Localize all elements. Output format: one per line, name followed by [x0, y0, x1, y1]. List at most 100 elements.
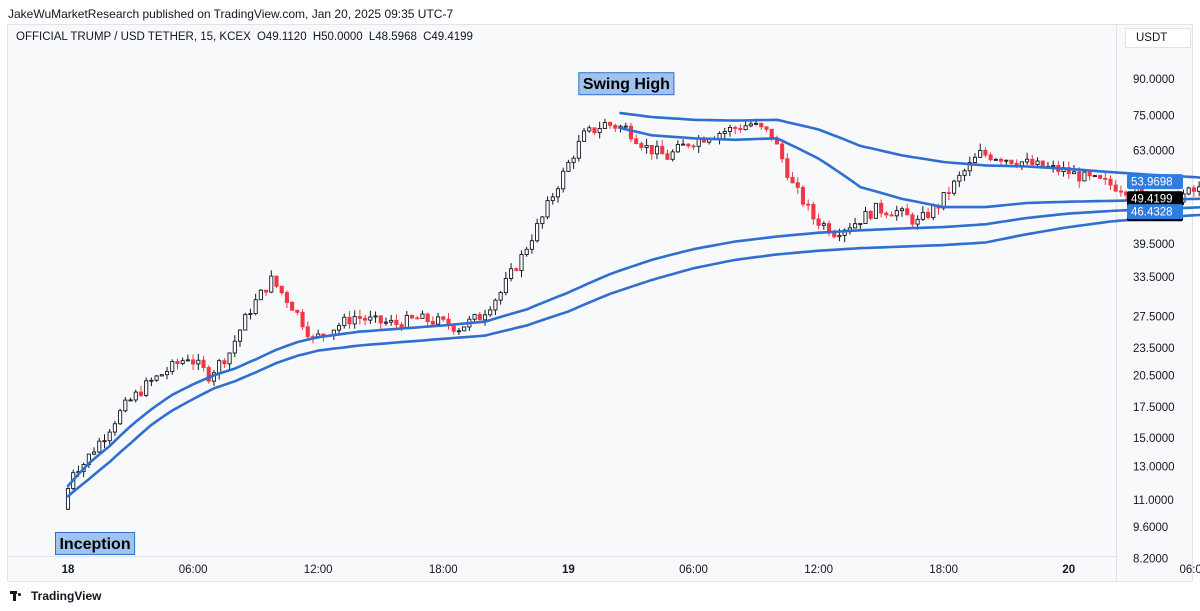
candle-down [1087, 171, 1092, 177]
candle-down [274, 275, 279, 287]
candle-up [352, 316, 357, 325]
candle-up [128, 399, 133, 402]
x-tick-label: 18:00 [929, 564, 958, 576]
y-tick-label: 20.5000 [1133, 370, 1175, 382]
candle-down [1118, 190, 1123, 193]
candle-up [967, 162, 972, 172]
candle-down [613, 124, 618, 129]
candle-down [175, 361, 180, 364]
symbol-legend: OFFICIAL TRUMP / USD TETHER, 15, KCEX O4… [16, 31, 476, 43]
candle-up [670, 151, 675, 160]
candle-up [519, 254, 524, 271]
candle-down [634, 138, 639, 145]
candle-up [1197, 186, 1200, 192]
candle-up [571, 157, 576, 163]
candle-up [1092, 175, 1097, 178]
candle-down [477, 314, 482, 321]
candle-up [404, 315, 409, 329]
candle-down [1030, 158, 1035, 166]
candle-down [879, 202, 884, 214]
candle-down [430, 321, 435, 325]
candle-down [1103, 177, 1108, 180]
candle-up [972, 156, 978, 163]
publish-line: JakeWuMarketResearch published on Tradin… [8, 7, 454, 21]
candle-down [790, 176, 795, 184]
candle-down [305, 326, 310, 338]
candle-up [253, 299, 258, 315]
candle-down [665, 153, 670, 160]
candle-up [952, 180, 957, 194]
candle-down [1108, 178, 1113, 186]
y-tick-label: 39.5000 [1133, 239, 1175, 251]
y-tick-label: 63.0000 [1133, 146, 1175, 158]
candle-down [926, 211, 931, 218]
candle-down [811, 203, 816, 220]
candle-up [837, 234, 842, 238]
candle-up [555, 188, 561, 198]
candle-up [493, 299, 498, 311]
candle-up [389, 319, 394, 323]
vwap-band-lower [619, 126, 1200, 209]
vwap-band-upper [66, 205, 1200, 488]
legend-close: C49.4199 [423, 31, 473, 43]
candle-up [681, 143, 686, 146]
candle-down [738, 128, 743, 131]
candle-up [237, 329, 243, 342]
x-tick-label: 12:00 [804, 564, 833, 576]
y-tick-label: 9.6000 [1133, 522, 1168, 534]
price-tag [1127, 174, 1183, 190]
candle-up [550, 196, 555, 202]
candle-up [133, 391, 138, 401]
candle-down [884, 212, 889, 216]
candle-up [540, 216, 545, 225]
candle-down [1191, 187, 1196, 192]
candle-up [873, 202, 878, 219]
candle-up [185, 359, 190, 362]
candle-up [420, 313, 425, 319]
candle-up [858, 223, 863, 225]
candle-up [227, 352, 232, 365]
y-tick-label: 27.5000 [1133, 312, 1175, 324]
currency-button[interactable]: USDT [1125, 28, 1191, 48]
candle-up [1004, 159, 1009, 162]
candle-up [1071, 171, 1077, 175]
candle-down [816, 218, 821, 226]
candle-up [727, 127, 733, 132]
candle-up [675, 144, 680, 153]
candle-up [373, 315, 378, 318]
y-tick-label: 8.2000 [1133, 554, 1168, 566]
x-tick-label: 20 [1062, 564, 1075, 576]
candle-up [144, 380, 149, 396]
price-tag-label: 53.9698 [1131, 177, 1173, 189]
candle-up [535, 223, 540, 242]
candle-up [821, 223, 826, 226]
candle-down [1098, 175, 1103, 179]
candle-down [780, 143, 785, 160]
candle-down [628, 125, 633, 140]
candle-up [97, 440, 102, 453]
candle-up [232, 340, 237, 354]
candle-down [441, 316, 446, 320]
candle-down [983, 149, 988, 156]
candle-up [123, 399, 128, 412]
candle-down [592, 127, 597, 134]
annotation-box [578, 72, 675, 96]
candle-down [946, 192, 951, 194]
legend-symbol: OFFICIAL TRUMP / USD TETHER, 15, KCEX [16, 31, 251, 43]
chart-frame[interactable] [7, 24, 1193, 582]
annotation-label: Swing High [583, 76, 670, 93]
candle-down [759, 122, 764, 128]
candle-down [206, 367, 211, 382]
y-tick-label: 23.5000 [1133, 343, 1175, 355]
candle-down [425, 313, 430, 322]
y-tick-label: 75.0000 [1133, 111, 1175, 123]
candle-down [639, 143, 644, 148]
candle-up [853, 223, 858, 229]
candle-up [383, 321, 389, 324]
candle-up [118, 410, 123, 425]
footer-brand[interactable]: TradingView [10, 588, 101, 604]
candle-up [587, 127, 592, 132]
candle-up [180, 360, 185, 364]
price-axis-separator [1116, 24, 1117, 582]
